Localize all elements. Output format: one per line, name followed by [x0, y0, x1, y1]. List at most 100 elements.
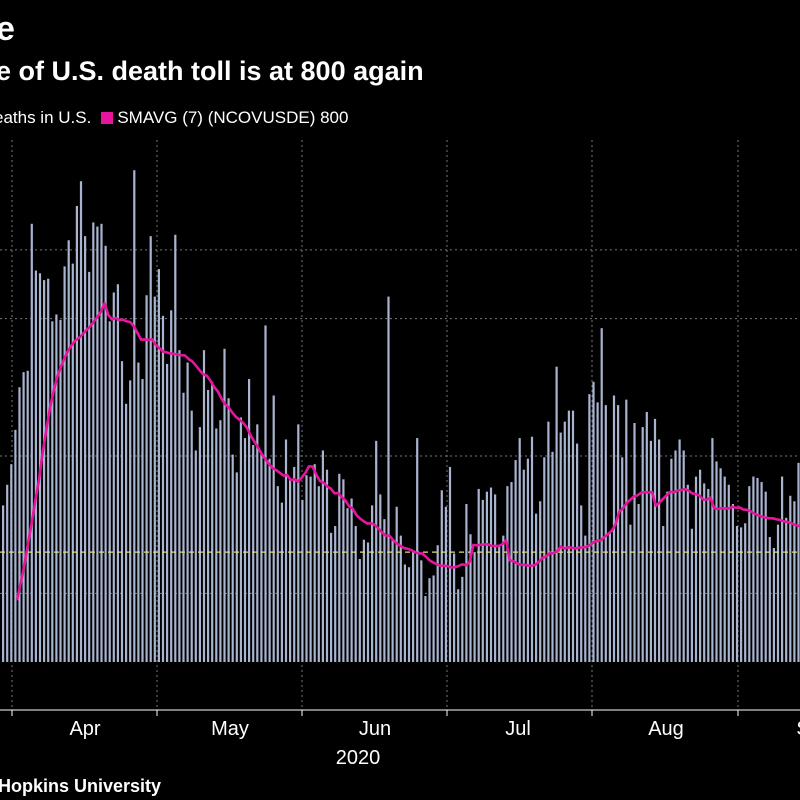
bar	[686, 484, 689, 662]
bar	[293, 466, 296, 662]
bar	[453, 553, 456, 662]
bar	[100, 223, 103, 663]
bar	[707, 488, 710, 662]
bar	[436, 545, 439, 662]
bar	[391, 539, 394, 662]
bar	[170, 310, 173, 662]
bar	[489, 487, 493, 662]
bar	[502, 535, 505, 662]
legend-swatch-smavg	[101, 112, 114, 124]
bar	[711, 438, 714, 662]
bars-group	[2, 170, 800, 663]
bar	[198, 427, 201, 662]
bar	[71, 263, 74, 662]
bar	[149, 236, 152, 662]
bar	[416, 438, 419, 662]
bar	[276, 486, 279, 662]
bar	[678, 439, 681, 662]
bar	[424, 596, 427, 662]
bar	[760, 482, 763, 662]
bar	[161, 315, 165, 662]
bar	[186, 362, 189, 662]
bar	[256, 424, 259, 662]
bar	[473, 552, 476, 662]
bar	[194, 450, 197, 662]
bar	[629, 524, 632, 662]
bar	[551, 451, 554, 662]
bar	[67, 240, 70, 662]
bar	[526, 458, 529, 662]
bar	[108, 321, 111, 662]
bar	[75, 205, 78, 662]
bar	[752, 476, 755, 662]
bar	[227, 398, 230, 662]
bar	[510, 482, 513, 662]
bar	[535, 513, 538, 662]
bar	[563, 421, 566, 662]
bar	[649, 440, 652, 662]
bar	[59, 319, 62, 662]
bar	[407, 567, 411, 662]
bar	[141, 379, 144, 662]
bar	[2, 505, 5, 662]
bar	[10, 464, 13, 662]
bar	[297, 424, 300, 662]
bar	[797, 462, 800, 662]
bar	[592, 381, 595, 662]
bar	[371, 505, 374, 662]
bar	[670, 458, 673, 662]
chart-subtitle: e of U.S. death toll is at 800 again	[0, 56, 424, 86]
bar	[129, 380, 132, 662]
bar	[481, 499, 484, 662]
legend: eaths in U.S. SMAVG (7) (NCOVUSDE) 800	[0, 108, 348, 128]
bar	[485, 491, 488, 662]
bar	[207, 390, 210, 662]
bar	[34, 270, 37, 662]
bar	[403, 564, 406, 662]
bar	[243, 438, 247, 662]
bar	[494, 494, 497, 662]
bar	[387, 296, 390, 662]
bar	[211, 381, 214, 662]
bar	[719, 468, 722, 662]
bar	[641, 427, 644, 662]
bar	[182, 392, 185, 662]
bar	[174, 234, 177, 662]
bar	[776, 524, 780, 662]
bar	[731, 504, 734, 662]
bar	[125, 403, 128, 662]
bar	[604, 405, 607, 662]
bar	[157, 269, 160, 662]
bar	[366, 542, 370, 662]
bar	[412, 552, 415, 662]
bar	[432, 575, 435, 662]
bar	[666, 491, 669, 662]
bar	[768, 536, 771, 662]
bar	[518, 438, 521, 662]
bar	[92, 222, 95, 663]
bar	[47, 278, 50, 662]
bar	[248, 379, 251, 662]
bar	[260, 454, 263, 662]
x-tick-label: Aug	[648, 718, 684, 740]
x-tick-label: Apr	[69, 718, 100, 740]
bar	[444, 506, 447, 662]
x-tick-label: Jul	[505, 718, 531, 740]
bar	[448, 466, 452, 662]
bar	[395, 506, 398, 662]
bar	[153, 296, 156, 662]
bar	[6, 484, 9, 662]
bar	[51, 321, 54, 662]
bar	[120, 361, 124, 662]
bar	[781, 476, 784, 662]
bar	[43, 280, 46, 662]
bar	[580, 505, 583, 662]
bar	[674, 450, 677, 662]
bar	[346, 508, 349, 662]
bar	[88, 271, 91, 662]
bar	[694, 476, 698, 662]
bar	[682, 450, 685, 662]
bar	[375, 440, 378, 662]
bar	[317, 486, 320, 662]
bar	[223, 348, 226, 662]
